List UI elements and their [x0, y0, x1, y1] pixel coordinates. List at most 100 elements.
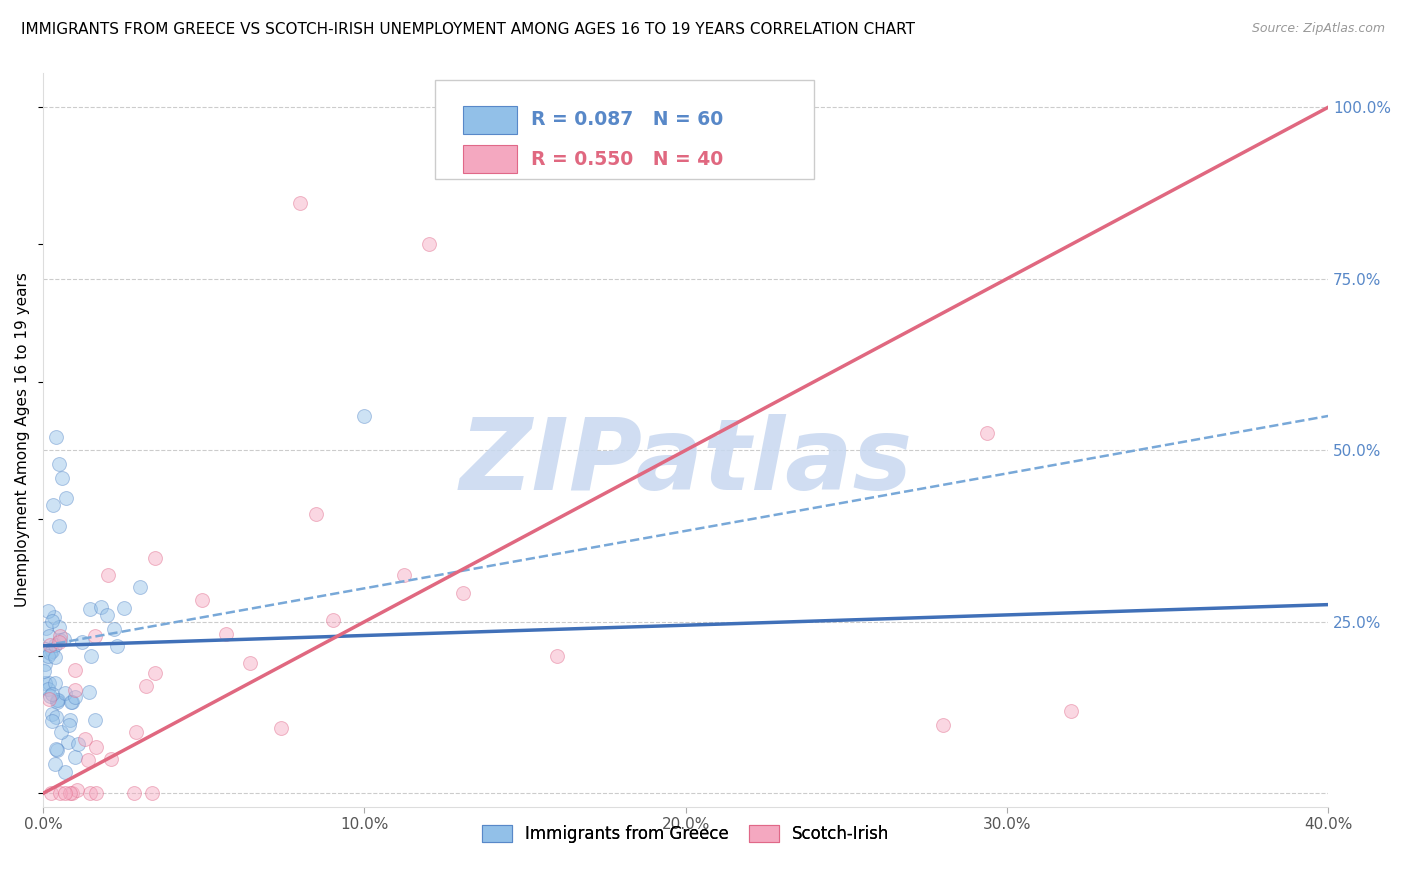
Point — [190, 593, 212, 607]
Point — [45, 742, 67, 756]
Point — [143, 550, 166, 565]
Point — [65, 682, 87, 697]
Point — [976, 426, 998, 441]
Point — [65, 663, 87, 677]
Point — [79, 786, 101, 800]
Y-axis label: Unemployment Among Ages 16 to 19 years: Unemployment Among Ages 16 to 19 years — [15, 273, 30, 607]
Point — [125, 725, 148, 739]
Point — [239, 656, 262, 670]
Text: R = 0.087   N = 60: R = 0.087 N = 60 — [531, 111, 724, 129]
Point — [38, 629, 60, 643]
Point — [49, 786, 72, 800]
Point — [45, 694, 67, 708]
Point — [128, 581, 150, 595]
Point — [451, 586, 474, 600]
Point — [37, 604, 59, 618]
Point — [44, 610, 66, 624]
Point — [96, 607, 118, 622]
Point — [38, 676, 60, 690]
Point — [141, 786, 163, 800]
Point — [37, 648, 59, 663]
FancyBboxPatch shape — [464, 106, 517, 134]
Point — [931, 717, 953, 731]
Point — [290, 196, 312, 211]
Point — [353, 409, 375, 423]
Point — [305, 507, 328, 521]
Point — [44, 649, 66, 664]
Point — [1060, 704, 1083, 718]
Point — [84, 786, 107, 800]
Point — [80, 649, 103, 664]
Point — [65, 690, 87, 705]
Point — [46, 693, 69, 707]
Point — [34, 642, 56, 657]
Point — [103, 622, 125, 636]
Point — [44, 639, 66, 653]
Point — [35, 621, 58, 635]
Point — [48, 635, 70, 649]
Point — [135, 679, 157, 693]
Point — [83, 629, 105, 643]
Point — [41, 644, 63, 658]
Point — [112, 601, 135, 615]
Point — [44, 676, 66, 690]
Point — [60, 786, 83, 800]
Point — [53, 765, 76, 780]
Point — [41, 706, 63, 721]
Point — [34, 675, 56, 690]
Point — [83, 713, 105, 727]
Point — [38, 691, 60, 706]
Point — [63, 749, 86, 764]
Point — [53, 786, 76, 800]
Point — [45, 710, 67, 724]
Point — [59, 713, 82, 727]
Point — [46, 743, 69, 757]
Point — [41, 714, 63, 728]
Point — [60, 694, 83, 708]
Point — [79, 602, 101, 616]
Point — [56, 735, 79, 749]
Point — [53, 686, 76, 700]
Point — [60, 695, 83, 709]
Text: IMMIGRANTS FROM GREECE VS SCOTCH-IRISH UNEMPLOYMENT AMONG AGES 16 TO 19 YEARS CO: IMMIGRANTS FROM GREECE VS SCOTCH-IRISH U… — [21, 22, 915, 37]
Point — [97, 568, 120, 582]
Point — [37, 682, 59, 697]
Point — [76, 753, 98, 767]
Point — [73, 731, 96, 746]
Point — [270, 722, 292, 736]
Point — [52, 632, 75, 647]
Point — [79, 684, 101, 698]
Point — [55, 491, 77, 506]
Point — [48, 457, 70, 471]
Point — [90, 600, 112, 615]
Legend: Immigrants from Greece, Scotch-Irish: Immigrants from Greece, Scotch-Irish — [475, 819, 896, 850]
Point — [49, 725, 72, 739]
FancyBboxPatch shape — [434, 80, 814, 179]
Point — [45, 429, 67, 443]
Point — [39, 638, 62, 652]
Text: R = 0.550   N = 40: R = 0.550 N = 40 — [531, 150, 724, 169]
Point — [45, 692, 67, 706]
Point — [49, 629, 72, 643]
FancyBboxPatch shape — [464, 145, 517, 173]
Point — [39, 786, 62, 800]
Point — [48, 620, 70, 634]
Point — [41, 614, 63, 628]
Point — [32, 664, 55, 678]
Point — [100, 752, 122, 766]
Point — [546, 649, 568, 664]
Point — [70, 635, 93, 649]
Point — [215, 627, 238, 641]
Point — [34, 657, 56, 671]
Point — [143, 666, 166, 681]
Point — [39, 689, 62, 703]
Point — [44, 756, 66, 771]
Point — [105, 639, 128, 653]
Point — [59, 786, 82, 800]
Point — [48, 632, 70, 647]
Point — [42, 498, 65, 512]
Point — [38, 646, 60, 660]
Point — [41, 687, 63, 701]
Text: ZIPatlas: ZIPatlas — [460, 414, 912, 510]
Point — [67, 737, 90, 751]
